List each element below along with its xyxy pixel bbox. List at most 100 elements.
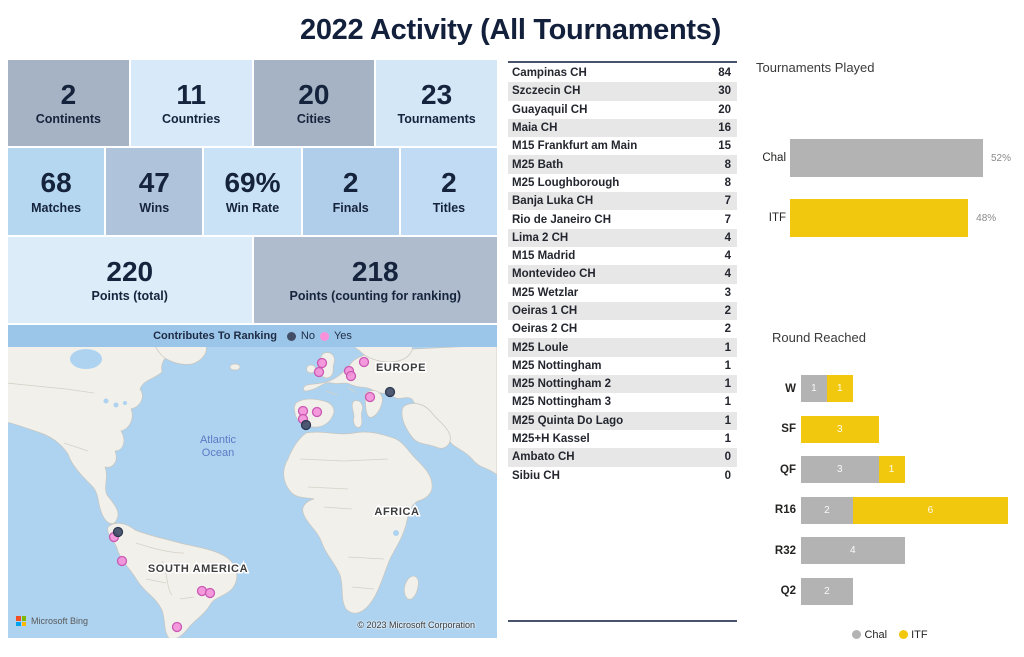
table-row[interactable]: Szczecin CH 30 bbox=[508, 82, 737, 101]
label-atlantic-1: Atlantic bbox=[200, 434, 237, 446]
world-map[interactable]: EUROPE AFRICA SOUTH AMERICA Atlantic Oce… bbox=[8, 347, 497, 638]
table-row[interactable]: Banja Luka CH 7 bbox=[508, 192, 737, 211]
itf-legend-dot bbox=[899, 630, 909, 639]
rr-bar: 2 bbox=[801, 577, 853, 605]
table-row[interactable]: M25 Wetzlar 3 bbox=[508, 284, 737, 302]
kpi-row: 2 Continents 11 Countries 20 Cities 23 Tourname… bbox=[8, 60, 497, 147]
kpi-card-finals[interactable]: 2 Finals bbox=[302, 148, 399, 235]
chal-legend-label: Chal bbox=[864, 628, 888, 641]
map-marker-yes[interactable] bbox=[313, 366, 325, 378]
map-marker-yes[interactable] bbox=[204, 587, 216, 599]
tournament-name: M25 Quinta Do Lago bbox=[512, 414, 624, 427]
map-visual[interactable]: Contributes To Ranking No Yes bbox=[8, 325, 497, 638]
table-row[interactable]: M25 Bath 8 bbox=[508, 155, 737, 174]
table-row[interactable]: M25 Loule 1 bbox=[508, 338, 737, 357]
microsoft-logo-icon bbox=[16, 616, 26, 626]
kpi-card-points-total-[interactable]: 220 Points (total) bbox=[8, 236, 252, 323]
kpi-card-continents[interactable]: 2 Continents bbox=[8, 60, 129, 147]
map-marker-yes[interactable] bbox=[171, 621, 183, 633]
table-row[interactable]: M25+H Kassel 1 bbox=[508, 430, 737, 448]
table-row[interactable]: M15 Madrid 4 bbox=[508, 247, 737, 265]
tournament-points: 4 bbox=[724, 231, 731, 244]
table-row[interactable]: Campinas CH 84 bbox=[508, 64, 737, 82]
legend-no-dot[interactable] bbox=[286, 331, 296, 341]
legend-no-label[interactable]: No bbox=[300, 330, 315, 342]
table-row[interactable]: M15 Frankfurt am Main 15 bbox=[508, 137, 737, 155]
rr-segment-itf[interactable]: 1 bbox=[826, 375, 853, 402]
tp-bar-itf[interactable] bbox=[790, 199, 969, 237]
table-row[interactable]: M25 Nottingham 1 bbox=[508, 357, 737, 375]
kpi-card-points-counting-for-ranking-[interactable]: 218 Points (counting for ranking) bbox=[253, 236, 497, 323]
tournament-points: 3 bbox=[724, 286, 731, 299]
kpi-card-countries[interactable]: 11 Countries bbox=[130, 60, 252, 147]
map-marker-yes[interactable] bbox=[311, 406, 323, 418]
table-row[interactable]: M25 Nottingham 3 1 bbox=[508, 393, 737, 411]
map-marker-yes[interactable] bbox=[345, 370, 357, 382]
rr-category-label: Q2 bbox=[780, 585, 796, 597]
kpi-card-titles[interactable]: 2 Titles bbox=[400, 148, 498, 235]
map-marker-no[interactable] bbox=[112, 526, 124, 538]
tournament-points: 0 bbox=[724, 469, 731, 482]
table-row[interactable]: Rio de Janeiro CH 7 bbox=[508, 210, 737, 228]
rr-segment-chal[interactable]: 3 bbox=[801, 456, 879, 483]
rr-segment-itf[interactable]: 1 bbox=[878, 456, 905, 483]
tp-value-label: 48% bbox=[976, 212, 997, 224]
rr-bar: 3 bbox=[801, 415, 879, 443]
table-row[interactable]: Ambato CH 0 bbox=[508, 448, 737, 467]
kpi-card-cities[interactable]: 20 Cities bbox=[253, 60, 375, 147]
table-row[interactable]: Montevideo CH 4 bbox=[508, 265, 737, 284]
rr-segment-itf[interactable]: 3 bbox=[801, 415, 879, 443]
rr-segment-itf[interactable]: 6 bbox=[852, 496, 1008, 524]
table-row[interactable]: Guayaquil CH 20 bbox=[508, 101, 737, 119]
kpi-value: 68 bbox=[40, 167, 72, 199]
kpi-label: Points (counting for ranking) bbox=[289, 289, 461, 304]
tp-bar-chal[interactable] bbox=[790, 139, 983, 177]
kpi-card-wins[interactable]: 47 Wins bbox=[106, 148, 203, 235]
tournament-points: 2 bbox=[724, 323, 731, 336]
map-land-middle-east bbox=[401, 403, 451, 449]
map-marker-yes[interactable] bbox=[358, 356, 370, 368]
rr-bar: 4 bbox=[801, 537, 905, 564]
map-marker-yes[interactable] bbox=[316, 357, 328, 369]
table-row[interactable]: Maia CH 16 bbox=[508, 118, 737, 138]
rr-segment-chal[interactable]: 1 bbox=[801, 375, 827, 402]
tournament-name: Campinas CH bbox=[512, 67, 587, 80]
legend-yes-label[interactable]: Yes bbox=[333, 330, 352, 342]
table-row[interactable]: M25 Nottingham 2 1 bbox=[508, 375, 737, 394]
tournament-points: 1 bbox=[724, 378, 731, 391]
kpi-row: 220 Points (total) 218 Points (counting for… bbox=[8, 236, 497, 323]
rr-segment-chal[interactable]: 2 bbox=[801, 577, 853, 605]
table-row[interactable]: Oeiras 2 CH 2 bbox=[508, 320, 737, 338]
rr-segment-chal[interactable]: 4 bbox=[801, 537, 905, 564]
tournament-name: Lima 2 CH bbox=[512, 231, 569, 244]
map-land-scandinavia bbox=[353, 347, 413, 363]
tournament-points: 30 bbox=[718, 85, 731, 98]
kpi-label: Matches bbox=[31, 200, 82, 215]
map-land-africa bbox=[283, 431, 433, 614]
table-row[interactable]: M25 Quinta Do Lago 1 bbox=[508, 411, 737, 430]
map-marker-no[interactable] bbox=[384, 386, 396, 398]
map-marker-yes[interactable] bbox=[116, 555, 128, 567]
legend-yes-dot[interactable] bbox=[319, 331, 329, 341]
rr-row-r16: R16 2 6 bbox=[756, 496, 1024, 524]
tournament-name: Ambato CH bbox=[512, 451, 575, 464]
table-row[interactable]: M25 Loughborough 8 bbox=[508, 174, 737, 192]
table-row[interactable]: Sibiu CH 0 bbox=[508, 467, 737, 485]
tournament-name: Montevideo CH bbox=[512, 268, 596, 281]
rr-rows: W 1 1 SF 3 QF 3 1 R16 2 6 R32 4 Q2 2 bbox=[756, 375, 1024, 605]
kpi-card-win-rate[interactable]: 69% Win Rate bbox=[204, 148, 301, 235]
kpi-card-matches[interactable]: 68 Matches bbox=[8, 148, 105, 235]
tournament-name: Oeiras 2 CH bbox=[512, 323, 578, 336]
table-row[interactable]: Lima 2 CH 4 bbox=[508, 228, 737, 247]
kpi-value: 218 bbox=[351, 255, 399, 287]
kpi-card-tournaments[interactable]: 23 Tournaments bbox=[376, 60, 497, 147]
legend-item-itf[interactable]: ITF bbox=[899, 629, 928, 641]
map-marker-no[interactable] bbox=[300, 419, 312, 431]
map-land-north-america bbox=[8, 347, 179, 525]
kpi-value: 2 bbox=[342, 167, 359, 199]
table-row[interactable]: Oeiras 1 CH 2 bbox=[508, 301, 737, 321]
legend-item-chal[interactable]: Chal bbox=[852, 629, 887, 641]
rr-segment-chal[interactable]: 2 bbox=[801, 496, 853, 524]
map-marker-yes[interactable] bbox=[364, 391, 376, 403]
tournament-name: M25 Nottingham 3 bbox=[512, 396, 612, 409]
